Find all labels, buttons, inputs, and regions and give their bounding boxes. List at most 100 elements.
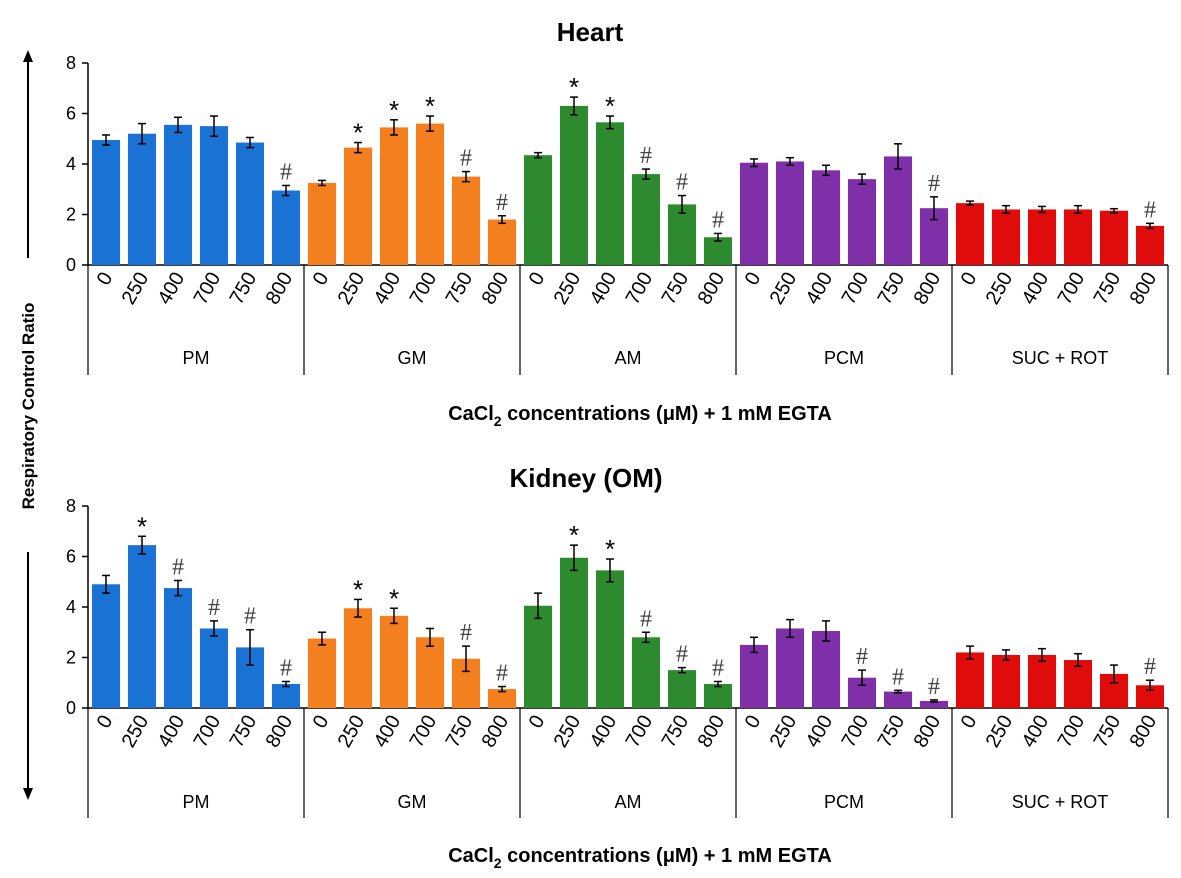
y-axis-label-group: Respiratory Control Ratio	[19, 50, 38, 800]
kidney-category-label: 250	[550, 712, 586, 752]
heart-y-tick-label: 4	[66, 154, 76, 174]
kidney-category-label: 250	[766, 712, 802, 752]
kidney-bar	[271, 684, 301, 708]
heart-bar	[379, 127, 409, 265]
heart-x-axis-label: CaCl2 concentrations (μM) + 1 mM EGTA	[448, 403, 832, 429]
heart-category-label: 0	[309, 269, 334, 290]
heart-category-label: 250	[982, 269, 1018, 309]
heart-significance-mark: #	[928, 171, 940, 197]
heart-y-tick-label: 8	[66, 53, 76, 73]
kidney-category-label: 750	[226, 712, 262, 752]
kidney-significance-mark: #	[460, 620, 472, 646]
kidney-category-label: 800	[910, 712, 946, 752]
heart-bar	[883, 156, 913, 265]
kidney-category-label: 700	[190, 712, 226, 752]
kidney-bar	[199, 628, 229, 708]
heart-y-tick-label: 2	[66, 205, 76, 225]
kidney-bar	[955, 652, 985, 708]
heart-bar	[811, 170, 841, 265]
heart-category-label: 800	[1126, 269, 1162, 309]
kidney-category-label: 250	[118, 712, 154, 752]
kidney-bar	[991, 654, 1021, 708]
heart-category-label: 0	[741, 269, 766, 290]
heart-category-label: 800	[262, 269, 298, 309]
heart-bar	[271, 190, 301, 265]
kidney-category-label: 700	[406, 712, 442, 752]
heart-category-label: 400	[586, 269, 622, 309]
kidney-bar	[127, 545, 157, 708]
kidney-x-axis-label: CaCl2 concentrations (μM) + 1 mM EGTA	[448, 845, 832, 871]
kidney-bar	[163, 588, 193, 708]
kidney-bar	[631, 637, 661, 708]
kidney-category-label: 0	[957, 712, 982, 733]
kidney-bar	[775, 628, 805, 708]
kidney-significance-mark: #	[1144, 654, 1156, 680]
kidney-category-label: 800	[1126, 712, 1162, 752]
heart-significance-mark: #	[640, 143, 652, 169]
kidney-significance-mark: *	[389, 583, 399, 613]
kidney-category-label: 0	[525, 712, 550, 733]
kidney-category-label: 250	[334, 712, 370, 752]
kidney-category-label: 700	[838, 712, 874, 752]
heart-bar	[1135, 225, 1165, 265]
heart-group-label: GM	[398, 348, 427, 368]
heart-category-label: 750	[442, 269, 478, 309]
kidney-bar	[523, 605, 553, 708]
kidney-y-tick-label: 0	[66, 698, 76, 718]
kidney-y-tick-label: 2	[66, 648, 76, 668]
heart-category-label: 400	[154, 269, 190, 309]
heart-significance-mark: *	[605, 91, 615, 121]
kidney-bar	[91, 584, 121, 708]
kidney-significance-mark: #	[712, 655, 724, 681]
kidney-category-label: 800	[262, 712, 298, 752]
kidney-bar	[703, 684, 733, 708]
kidney-bar	[307, 638, 337, 708]
heart-bar	[559, 105, 589, 265]
kidney-significance-mark: #	[496, 661, 508, 687]
kidney-significance-mark: #	[640, 606, 652, 632]
heart-category-label: 0	[525, 269, 550, 290]
heart-bar	[991, 209, 1021, 265]
heart-category-label: 800	[910, 269, 946, 309]
kidney-significance-mark: #	[928, 674, 940, 700]
kidney-bar	[1135, 685, 1165, 708]
kidney-group-label: AM	[615, 792, 642, 812]
heart-category-label: 800	[478, 269, 514, 309]
heart-category-label: 700	[1054, 269, 1090, 309]
kidney-category-label: 250	[982, 712, 1018, 752]
heart-bar	[847, 179, 877, 265]
kidney-bar	[811, 630, 841, 708]
heart-bar	[487, 219, 517, 265]
heart-category-label: 750	[226, 269, 262, 309]
heart-category-label: 250	[550, 269, 586, 309]
heart-bar	[703, 237, 733, 265]
heart-bar	[1063, 209, 1093, 265]
heart-category-label: 700	[838, 269, 874, 309]
heart-category-label: 400	[802, 269, 838, 309]
kidney-significance-mark: #	[892, 664, 904, 690]
heart-significance-mark: #	[676, 170, 688, 196]
kidney-panel: Kidney (OM) 0 2 4 6 8 PM 0 * 250 #400 #700 #750 #800…	[66, 463, 1169, 871]
heart-bar	[1027, 209, 1057, 265]
heart-group-label: SUC + ROT	[1012, 348, 1109, 368]
heart-bar	[775, 161, 805, 265]
kidney-group-label: SUC + ROT	[1012, 792, 1109, 812]
kidney-bar	[343, 608, 373, 708]
kidney-category-label: 750	[442, 712, 478, 752]
heart-significance-mark: *	[569, 72, 579, 102]
heart-bar	[631, 174, 661, 265]
heart-category-label: 700	[622, 269, 658, 309]
heart-bar	[955, 203, 985, 265]
heart-group-label: PCM	[824, 348, 864, 368]
heart-category-label: 0	[93, 269, 118, 290]
heart-category-label: 700	[406, 269, 442, 309]
kidney-category-label: 0	[93, 712, 118, 733]
heart-bar	[199, 126, 229, 265]
kidney-category-label: 400	[370, 712, 406, 752]
heart-category-label: 250	[118, 269, 154, 309]
kidney-significance-mark: #	[172, 554, 184, 580]
kidney-bar	[415, 637, 445, 708]
